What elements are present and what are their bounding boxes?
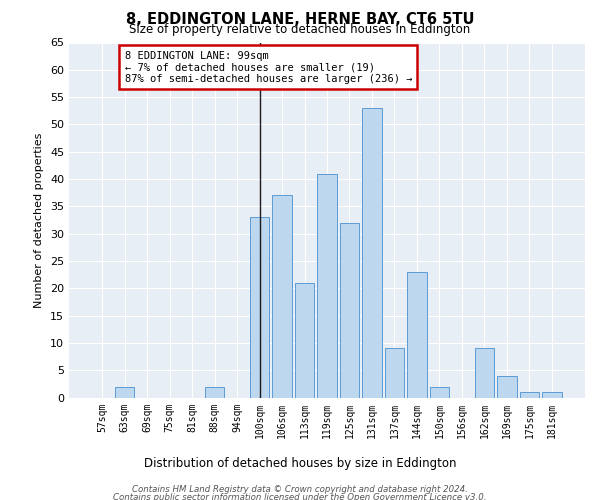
Bar bbox=[340, 222, 359, 398]
Bar bbox=[497, 376, 517, 398]
Text: Contains HM Land Registry data © Crown copyright and database right 2024.: Contains HM Land Registry data © Crown c… bbox=[132, 485, 468, 494]
Bar bbox=[317, 174, 337, 398]
Text: Contains public sector information licensed under the Open Government Licence v3: Contains public sector information licen… bbox=[113, 493, 487, 500]
Bar bbox=[250, 218, 269, 398]
Text: 8 EDDINGTON LANE: 99sqm
← 7% of detached houses are smaller (19)
87% of semi-det: 8 EDDINGTON LANE: 99sqm ← 7% of detached… bbox=[125, 50, 412, 84]
Bar bbox=[295, 283, 314, 398]
Bar bbox=[475, 348, 494, 398]
Text: 8, EDDINGTON LANE, HERNE BAY, CT6 5TU: 8, EDDINGTON LANE, HERNE BAY, CT6 5TU bbox=[126, 12, 474, 28]
Bar bbox=[272, 196, 292, 398]
Bar bbox=[542, 392, 562, 398]
Text: Distribution of detached houses by size in Eddington: Distribution of detached houses by size … bbox=[144, 458, 456, 470]
Bar bbox=[520, 392, 539, 398]
Bar bbox=[430, 386, 449, 398]
Bar bbox=[407, 272, 427, 398]
Bar bbox=[362, 108, 382, 398]
Bar bbox=[115, 386, 134, 398]
Bar bbox=[385, 348, 404, 398]
Text: Size of property relative to detached houses in Eddington: Size of property relative to detached ho… bbox=[130, 22, 470, 36]
Y-axis label: Number of detached properties: Number of detached properties bbox=[34, 132, 44, 308]
Bar bbox=[205, 386, 224, 398]
